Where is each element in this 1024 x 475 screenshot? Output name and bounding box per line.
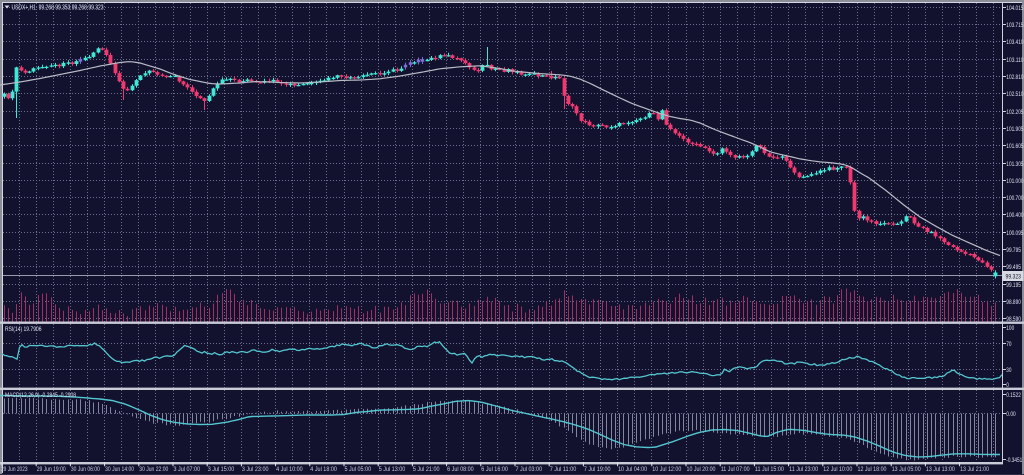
svg-text:10 Jul 04:00: 10 Jul 04:00 — [618, 466, 647, 473]
svg-text:13 Jul 21:00: 13 Jul 21:00 — [960, 466, 989, 473]
svg-text:-0.3451: -0.3451 — [1006, 457, 1022, 464]
svg-text:100.400: 100.400 — [1006, 212, 1023, 219]
svg-text:100.700: 100.700 — [1006, 195, 1023, 202]
svg-text:7 Jul 19:00: 7 Jul 19:00 — [584, 466, 611, 473]
svg-text:RSI(14) 19.7906: RSI(14) 19.7906 — [5, 326, 42, 333]
svg-text:10 Jul 12:00: 10 Jul 12:00 — [652, 466, 681, 473]
svg-text:5 Jul 21:00: 5 Jul 21:00 — [413, 466, 440, 473]
svg-text:101.305: 101.305 — [1006, 161, 1023, 168]
svg-text:11 Jul 07:00: 11 Jul 07:00 — [721, 466, 750, 473]
svg-text:101.000: 101.000 — [1006, 178, 1023, 185]
svg-text:4 Jul 10:00: 4 Jul 10:00 — [276, 466, 303, 473]
svg-text:0.00: 0.00 — [1006, 411, 1016, 418]
svg-text:100: 100 — [1006, 325, 1014, 332]
svg-text:12 Jul 10:00: 12 Jul 10:00 — [823, 466, 852, 473]
svg-text:29 Jun 19:00: 29 Jun 19:00 — [37, 466, 66, 473]
svg-text:98.590: 98.590 — [1006, 316, 1021, 323]
svg-text:5 Jul 13:00: 5 Jul 13:00 — [379, 466, 406, 473]
svg-text:102.810: 102.810 — [1006, 74, 1023, 81]
svg-text:101.905: 101.905 — [1006, 126, 1023, 133]
svg-text:99.195: 99.195 — [1006, 282, 1021, 289]
svg-text:0.1522: 0.1522 — [1006, 392, 1021, 399]
svg-text:6 Jul 16:00: 6 Jul 16:00 — [481, 466, 508, 473]
svg-text:103.110: 103.110 — [1006, 57, 1023, 64]
svg-text:70: 70 — [1006, 341, 1011, 348]
svg-text:99.495: 99.495 — [1006, 264, 1021, 271]
svg-text:100.095: 100.095 — [1006, 230, 1023, 237]
svg-text:USDX+,H1 99.268 99.353 99.268: USDX+,H1 99.268 99.353 99.268 99.323 — [12, 5, 104, 12]
svg-text:99.795: 99.795 — [1006, 247, 1021, 254]
svg-text:13 Jul 13:00: 13 Jul 13:00 — [926, 466, 955, 473]
svg-text:11 Jul 15:00: 11 Jul 15:00 — [755, 466, 784, 473]
svg-text:30 Jun 22:00: 30 Jun 22:00 — [139, 466, 168, 473]
svg-text:104.015: 104.015 — [1006, 5, 1023, 12]
svg-text:13 Jul 05:00: 13 Jul 05:00 — [892, 466, 921, 473]
svg-text:6 Jul 08:00: 6 Jul 08:00 — [447, 466, 474, 473]
svg-text:30: 30 — [1006, 367, 1011, 374]
svg-text:3 Jul 07:00: 3 Jul 07:00 — [174, 466, 201, 473]
svg-text:5 Jul 05:00: 5 Jul 05:00 — [345, 466, 372, 473]
svg-text:3 Jul 23:00: 3 Jul 23:00 — [242, 466, 269, 473]
svg-text:0: 0 — [1006, 382, 1009, 389]
svg-text:MACD(12,26,9) -0.2845 -0.2908: MACD(12,26,9) -0.2845 -0.2908 — [5, 392, 76, 399]
svg-text:98.890: 98.890 — [1006, 299, 1021, 306]
svg-text:10 Jul 20:00: 10 Jul 20:00 — [687, 466, 716, 473]
svg-text:30 Jun 14:00: 30 Jun 14:00 — [105, 466, 134, 473]
svg-text:102.205: 102.205 — [1006, 109, 1023, 116]
svg-text:99.323: 99.323 — [1006, 274, 1022, 281]
svg-text:4 Jul 18:00: 4 Jul 18:00 — [310, 466, 337, 473]
svg-text:29 Jun 2023: 29 Jun 2023 — [1, 466, 28, 473]
svg-text:30 Jun 06:00: 30 Jun 06:00 — [71, 466, 100, 473]
svg-text:7 Jul 03:00: 7 Jul 03:00 — [516, 466, 543, 473]
svg-text:101.605: 101.605 — [1006, 143, 1023, 150]
svg-text:103.715: 103.715 — [1006, 22, 1023, 29]
svg-text:11 Jul 23:00: 11 Jul 23:00 — [789, 466, 818, 473]
svg-text:12 Jul 18:00: 12 Jul 18:00 — [858, 466, 887, 473]
svg-text:7 Jul 11:00: 7 Jul 11:00 — [550, 466, 577, 473]
svg-text:3 Jul 15:00: 3 Jul 15:00 — [208, 466, 235, 473]
svg-text:102.510: 102.510 — [1006, 91, 1023, 98]
svg-text:103.410: 103.410 — [1006, 39, 1023, 46]
